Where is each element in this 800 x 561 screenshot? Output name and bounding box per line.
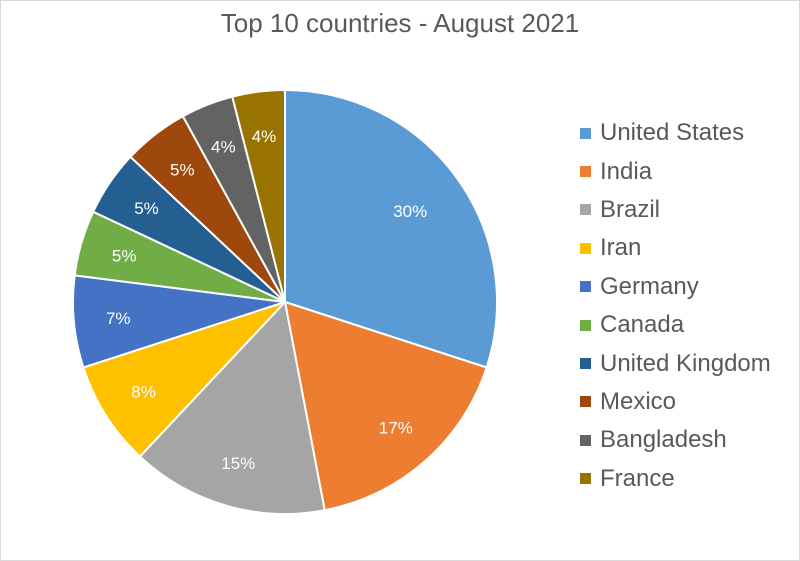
legend-item-france: France bbox=[580, 460, 771, 498]
legend-swatch bbox=[580, 473, 591, 485]
legend-label: Bangladesh bbox=[600, 426, 727, 454]
chart-legend: United States India Brazil Iran Germany Canad… bbox=[580, 114, 771, 498]
legend-label: Brazil bbox=[600, 195, 661, 223]
pie-slice-iran bbox=[82, 301, 286, 458]
legend-swatch bbox=[580, 434, 591, 446]
data-label-united-kingdom: 5% bbox=[134, 199, 159, 218]
pie-slice-india bbox=[283, 300, 488, 512]
legend-swatch bbox=[580, 396, 591, 408]
data-label-germany: 7% bbox=[106, 309, 131, 328]
pie-slice-brazil bbox=[138, 299, 326, 515]
legend-swatch bbox=[580, 242, 591, 254]
legend-swatch bbox=[580, 127, 591, 139]
legend-label: Iran bbox=[600, 234, 642, 262]
legend-item-germany: Germany bbox=[580, 268, 771, 306]
legend-label: United States bbox=[600, 119, 745, 147]
legend-label: France bbox=[600, 464, 675, 492]
pie-slice-france bbox=[231, 88, 286, 303]
legend-item-bangladesh: Bangladesh bbox=[580, 421, 771, 459]
legend-item-brazil: Brazil bbox=[580, 191, 771, 229]
pie-slice-united-states bbox=[284, 88, 498, 369]
legend-swatch bbox=[580, 358, 591, 370]
legend-item-united-states: United States bbox=[580, 114, 771, 152]
data-label-united-states: 30% bbox=[393, 202, 427, 221]
data-label-mexico: 5% bbox=[170, 161, 195, 180]
legend-label: India bbox=[600, 157, 653, 185]
legend-label: United Kingdom bbox=[600, 349, 771, 377]
legend-item-india: India bbox=[580, 152, 771, 190]
legend-swatch bbox=[580, 166, 591, 178]
legend-item-canada: Canada bbox=[580, 306, 771, 344]
legend-swatch bbox=[580, 204, 591, 216]
data-label-canada: 5% bbox=[112, 246, 137, 265]
data-label-iran: 8% bbox=[131, 383, 156, 402]
data-label-france: 4% bbox=[252, 127, 277, 146]
chart-title: Top 10 countries - August 2021 bbox=[220, 8, 580, 38]
legend-item-united-kingdom: United Kingdom bbox=[580, 344, 771, 382]
legend-label: Germany bbox=[600, 272, 699, 300]
legend-label: Canada bbox=[600, 311, 685, 339]
data-label-bangladesh: 4% bbox=[211, 137, 236, 156]
data-label-brazil: 15% bbox=[221, 454, 255, 473]
legend-label: Mexico bbox=[600, 387, 677, 415]
legend-item-iran: Iran bbox=[580, 229, 771, 267]
legend-swatch bbox=[580, 319, 591, 331]
legend-swatch bbox=[580, 281, 591, 293]
data-label-india: 17% bbox=[379, 419, 413, 438]
legend-item-mexico: Mexico bbox=[580, 383, 771, 421]
